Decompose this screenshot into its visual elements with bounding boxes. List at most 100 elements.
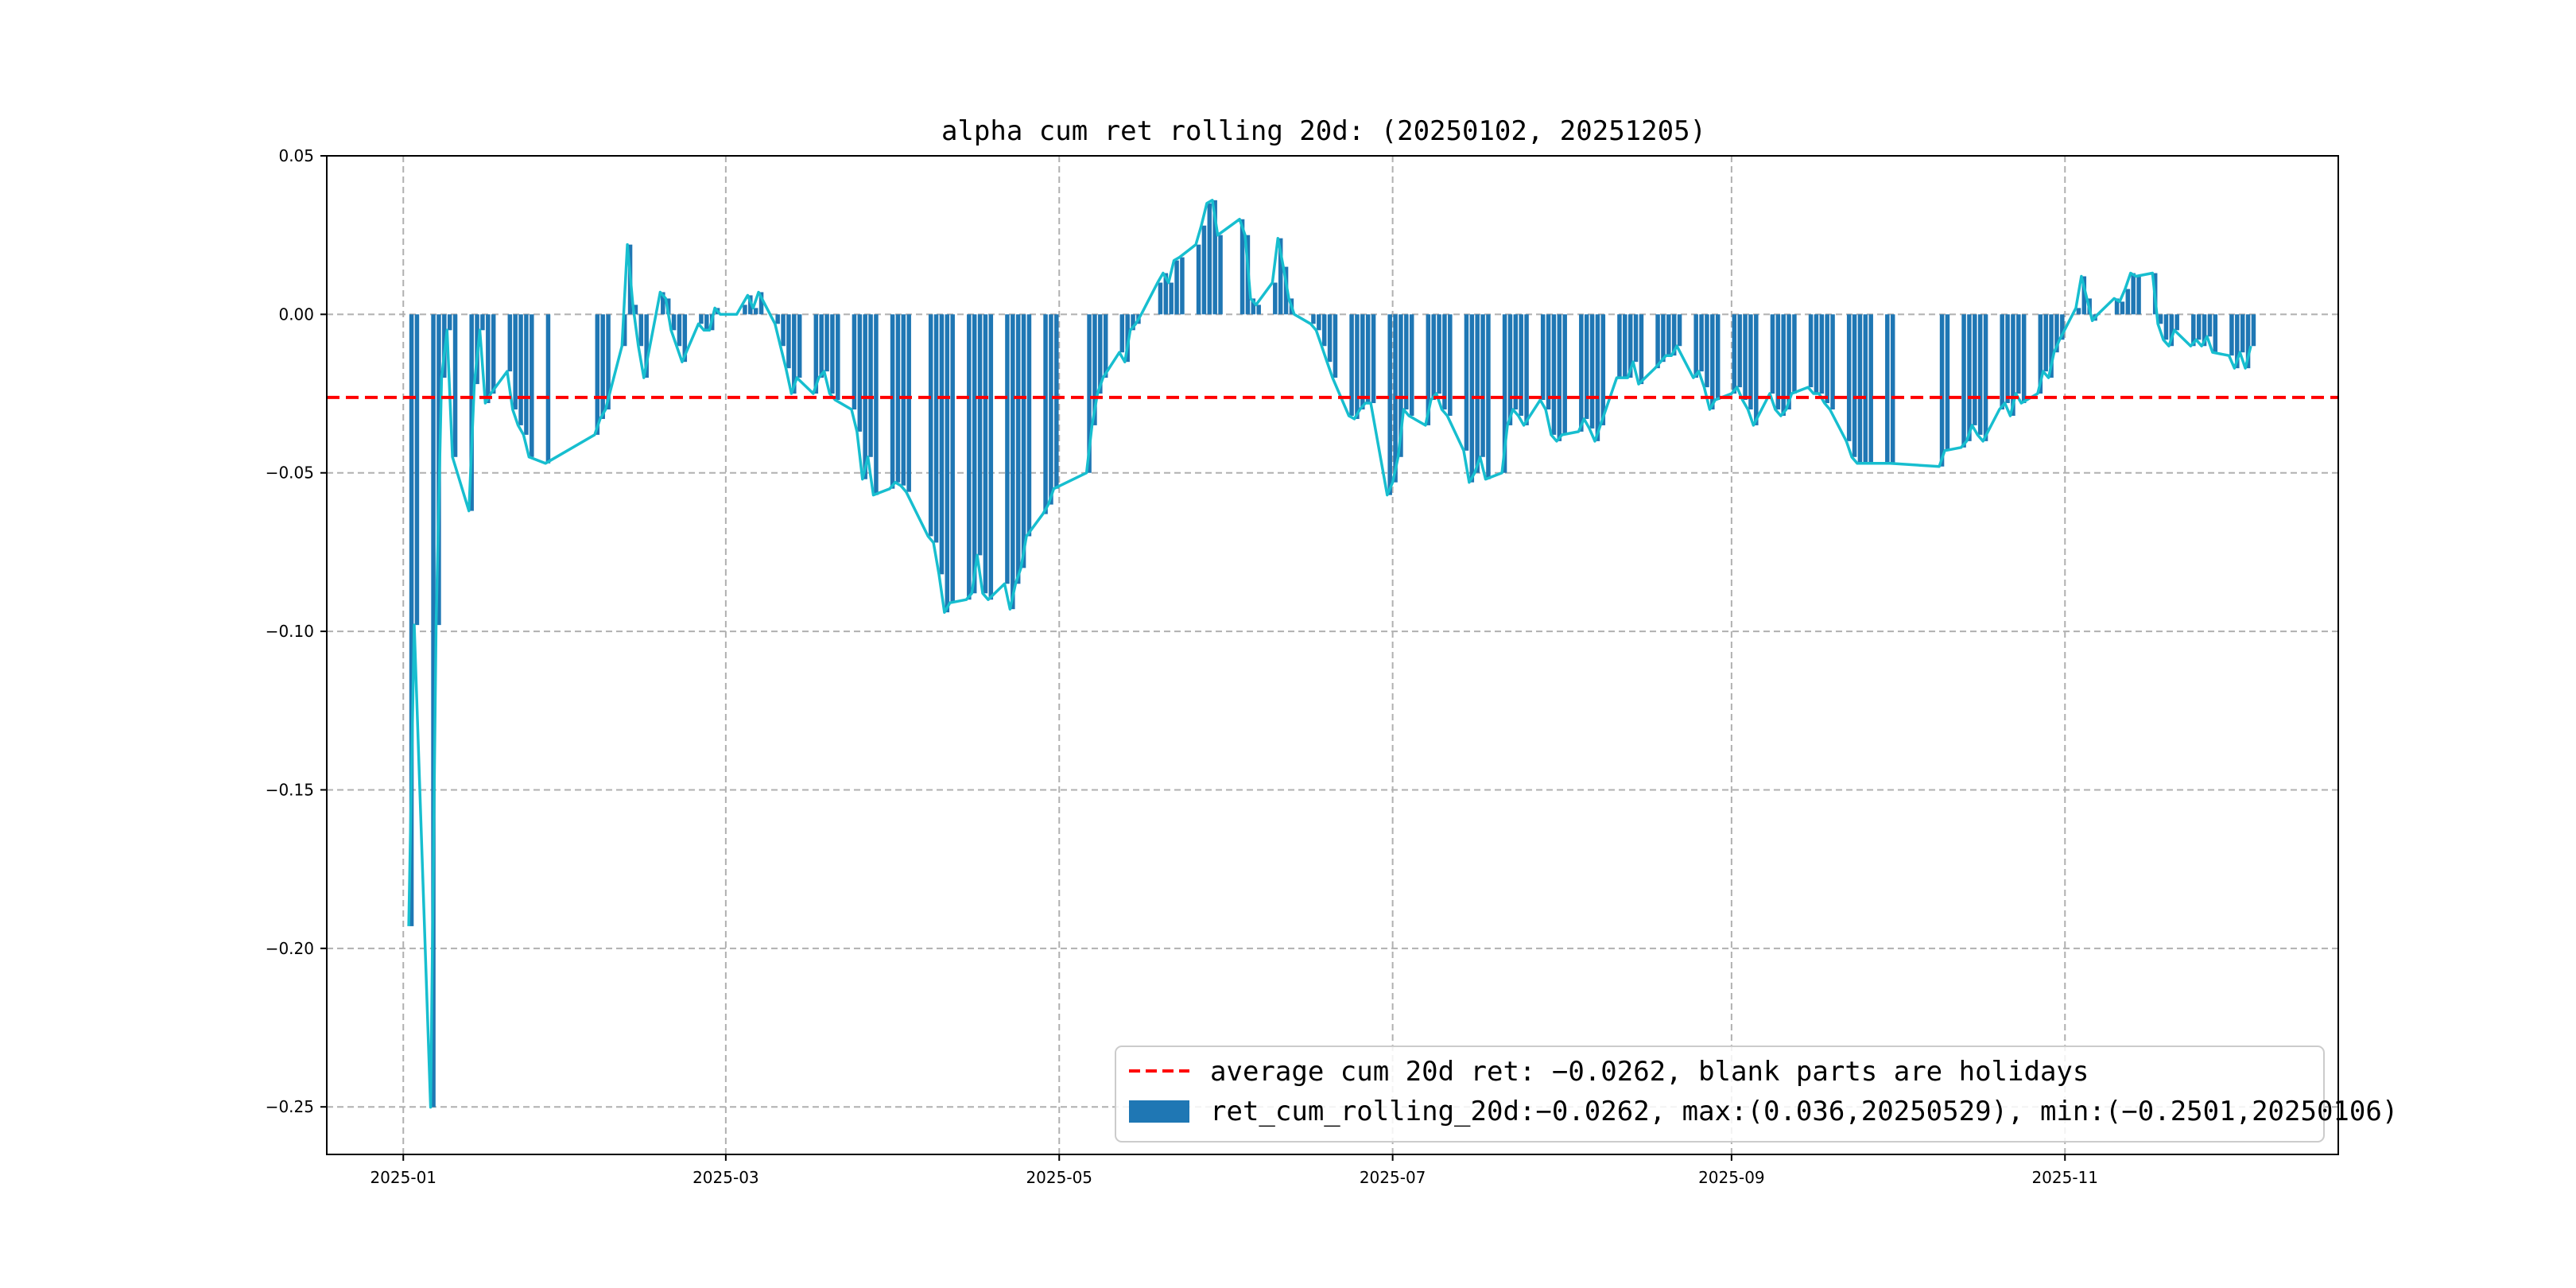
bar	[2043, 314, 2048, 372]
bar	[890, 314, 895, 489]
bar	[2131, 273, 2136, 315]
x-axis-ticks: 2025-01 2025-03 2025-05 2025-07 2025-09 2025-…	[370, 1154, 2098, 1187]
legend-label-average: average cum 20d ret: −0.0262, blank part…	[1210, 1056, 2089, 1088]
bar	[524, 314, 529, 435]
series-line	[407, 199, 2252, 1109]
bar	[1846, 314, 1852, 441]
bar	[1218, 235, 1223, 315]
bar	[1830, 314, 1835, 409]
bar	[1819, 314, 1825, 394]
bar	[1212, 200, 1217, 315]
line-series	[407, 199, 2252, 1109]
bar	[1201, 225, 1207, 315]
bar	[1174, 260, 1179, 315]
bar	[1442, 314, 1447, 409]
bar	[1677, 314, 1682, 347]
bar	[1399, 314, 1403, 457]
bar	[1404, 314, 1409, 409]
bar	[1092, 314, 1097, 425]
bar	[1562, 314, 1567, 435]
bar	[797, 314, 802, 378]
bar	[530, 314, 534, 457]
bar	[1480, 314, 1485, 457]
bar	[2060, 314, 2065, 340]
bar	[743, 305, 747, 315]
bar	[2016, 314, 2021, 394]
bar	[486, 314, 491, 404]
bar	[1240, 219, 1245, 315]
bar	[1333, 314, 1338, 378]
bar	[1546, 314, 1551, 409]
bar	[1617, 314, 1622, 378]
bar	[699, 314, 704, 324]
bar	[2251, 314, 2256, 347]
bar	[1448, 314, 1453, 416]
bar	[2196, 314, 2202, 340]
bar	[2005, 314, 2010, 404]
bar	[638, 314, 644, 347]
bar	[786, 314, 791, 369]
bar	[1754, 314, 1759, 425]
bar	[1317, 314, 1321, 331]
bar	[677, 314, 682, 347]
y-tick-label: −0.25	[266, 1097, 314, 1116]
bar	[1868, 314, 1873, 464]
bar	[1961, 314, 1966, 448]
bar	[813, 314, 819, 394]
bar	[2076, 308, 2081, 315]
bar	[753, 308, 758, 315]
legend-label-series: ret_cum_rolling_20d:−0.0262, max:(0.036,…	[1210, 1096, 2398, 1127]
y-tick-label: 0.00	[278, 305, 314, 324]
y-tick-label: 0.05	[278, 146, 314, 165]
bar	[507, 314, 513, 372]
bar	[1557, 314, 1562, 441]
y-tick-label: −0.20	[266, 939, 314, 958]
bar	[824, 314, 829, 372]
bar	[671, 314, 677, 331]
bar	[1098, 314, 1103, 394]
bar	[1787, 314, 1791, 409]
bar	[1890, 314, 1895, 464]
bar	[1015, 314, 1021, 584]
bar	[1507, 314, 1513, 425]
bar	[983, 314, 988, 594]
bar	[857, 314, 863, 432]
bar	[1551, 314, 1557, 435]
bar	[1475, 314, 1480, 473]
bar	[1945, 314, 1950, 451]
bar	[2169, 314, 2174, 347]
bar	[906, 314, 911, 492]
bar	[1863, 314, 1868, 464]
bar	[1973, 314, 1977, 425]
bar	[1939, 314, 1945, 467]
bar	[1967, 314, 1972, 441]
bar	[1639, 314, 1644, 385]
bar	[1627, 314, 1633, 378]
bar	[758, 292, 764, 315]
bar	[1311, 314, 1316, 324]
bar	[2011, 314, 2015, 416]
y-tick-label: −0.05	[266, 464, 314, 483]
bar	[1857, 314, 1863, 464]
bar	[2191, 314, 2196, 347]
bar	[1349, 314, 1354, 416]
bar	[1169, 282, 1174, 315]
bar	[1983, 314, 1988, 441]
bar	[2125, 289, 2131, 315]
bar	[2081, 276, 2087, 315]
bar	[491, 314, 496, 394]
bar	[1486, 314, 1491, 479]
bar	[901, 314, 906, 486]
bar	[1770, 314, 1775, 394]
bar	[1748, 314, 1753, 409]
bar	[933, 314, 939, 543]
legend: average cum 20d ret: −0.0262, blank part…	[1115, 1046, 2398, 1143]
bar	[1426, 314, 1431, 425]
bar	[1775, 314, 1781, 409]
x-tick-label: 2025-09	[1698, 1168, 1765, 1187]
bar	[1131, 314, 1135, 331]
bar	[1524, 314, 1529, 425]
bar	[431, 314, 436, 1108]
bar	[977, 314, 983, 556]
bar	[447, 314, 452, 331]
